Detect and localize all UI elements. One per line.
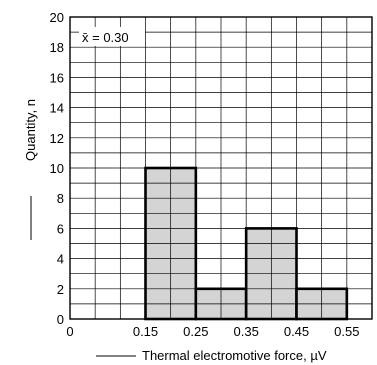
x-tick-label: 0	[66, 324, 73, 339]
y-tick-label: 12	[50, 131, 64, 146]
x-tick-label: 0.15	[133, 324, 158, 339]
y-tick-label: 10	[50, 161, 64, 176]
y-axis-label: Quantity, n	[23, 99, 38, 161]
y-tick-label: 20	[50, 10, 64, 25]
plot-frame	[69, 16, 373, 320]
y-tick-label: 16	[50, 70, 64, 85]
x-tick-label: 0.35	[234, 324, 259, 339]
x-tick-label: 0.25	[183, 324, 208, 339]
x-tick-label: 0.45	[284, 324, 309, 339]
y-tick-labels: 0 2 4 6 8 10 12 14 16 18 20	[50, 10, 64, 327]
y-tick-label: 14	[50, 101, 64, 116]
y-axis-title-group: Quantity, n	[23, 99, 38, 240]
x-axis-title-group: Thermal electromotive force, µV	[96, 348, 327, 363]
y-tick-label: 18	[50, 40, 64, 55]
y-tick-label: 2	[57, 282, 64, 297]
y-tick-label: 8	[57, 191, 64, 206]
x-tick-labels: 0 0.15 0.25 0.35 0.45 0.55	[66, 324, 359, 339]
y-tick-label: 4	[57, 252, 64, 267]
mean-annotation: x̄ = 0.30	[82, 30, 129, 45]
grid-lines	[70, 17, 372, 319]
annotation-box	[79, 27, 145, 46]
x-axis-label: Thermal electromotive force, µV	[142, 348, 327, 363]
x-tick-label: 0.55	[334, 324, 359, 339]
histogram-bars	[144, 166, 349, 321]
y-tick-label: 0	[57, 312, 64, 327]
y-tick-label: 6	[57, 221, 64, 236]
